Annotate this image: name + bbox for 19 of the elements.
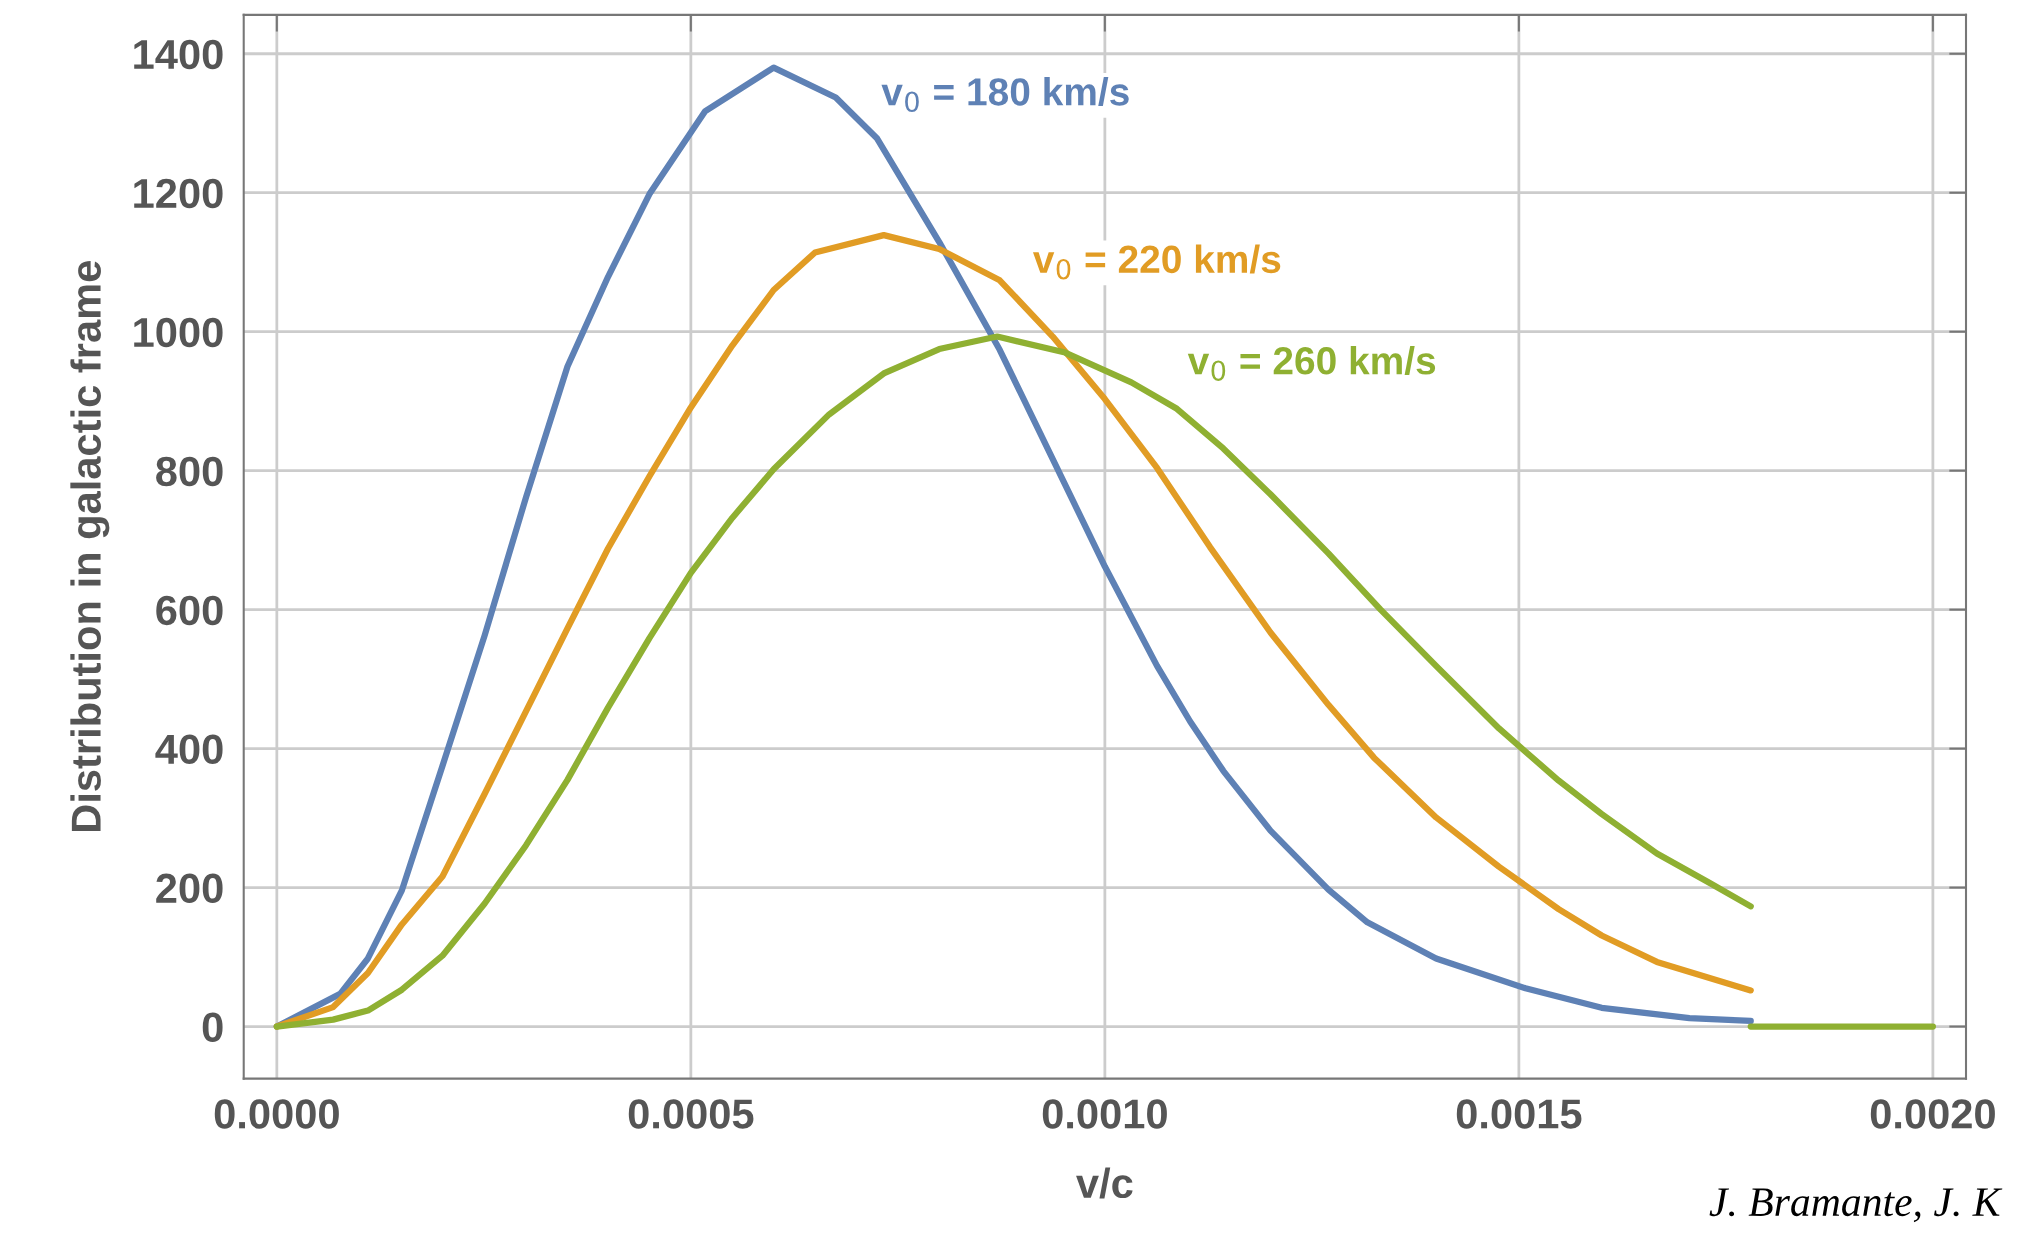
y-tick-label: 0 [202,1012,223,1043]
series-label: v$_{0}$ = 220 km/s [1032,244,1281,280]
x-tick-label: 0.0020 [1870,1099,1995,1129]
x-tick-label: 0.0000 [214,1099,339,1129]
x-axis-title: v/c [1076,1167,1133,1199]
y-tick-label: 600 [156,595,223,626]
x-tick-label: 0.0010 [1042,1099,1167,1129]
series-label: v$_{0}$ = 260 km/s [1187,346,1436,381]
y-tick-label: 1400 [134,39,223,70]
y-tick-label: 800 [156,456,223,487]
y-tick-label: 1200 [134,178,223,209]
y-tick-label: 200 [156,873,223,904]
series-label: v$_{0}$ = 180 km/s [881,77,1129,113]
y-tick-label: 1000 [134,317,223,348]
text: J. Bramante, J. K [1709,1188,2003,1223]
y-axis-title: Distribution in galactic frame [70,261,110,832]
x-tick-label: 0.0005 [628,1099,754,1129]
x-tick-label: 0.0015 [1456,1099,1582,1129]
y-tick-label: 400 [155,734,223,765]
